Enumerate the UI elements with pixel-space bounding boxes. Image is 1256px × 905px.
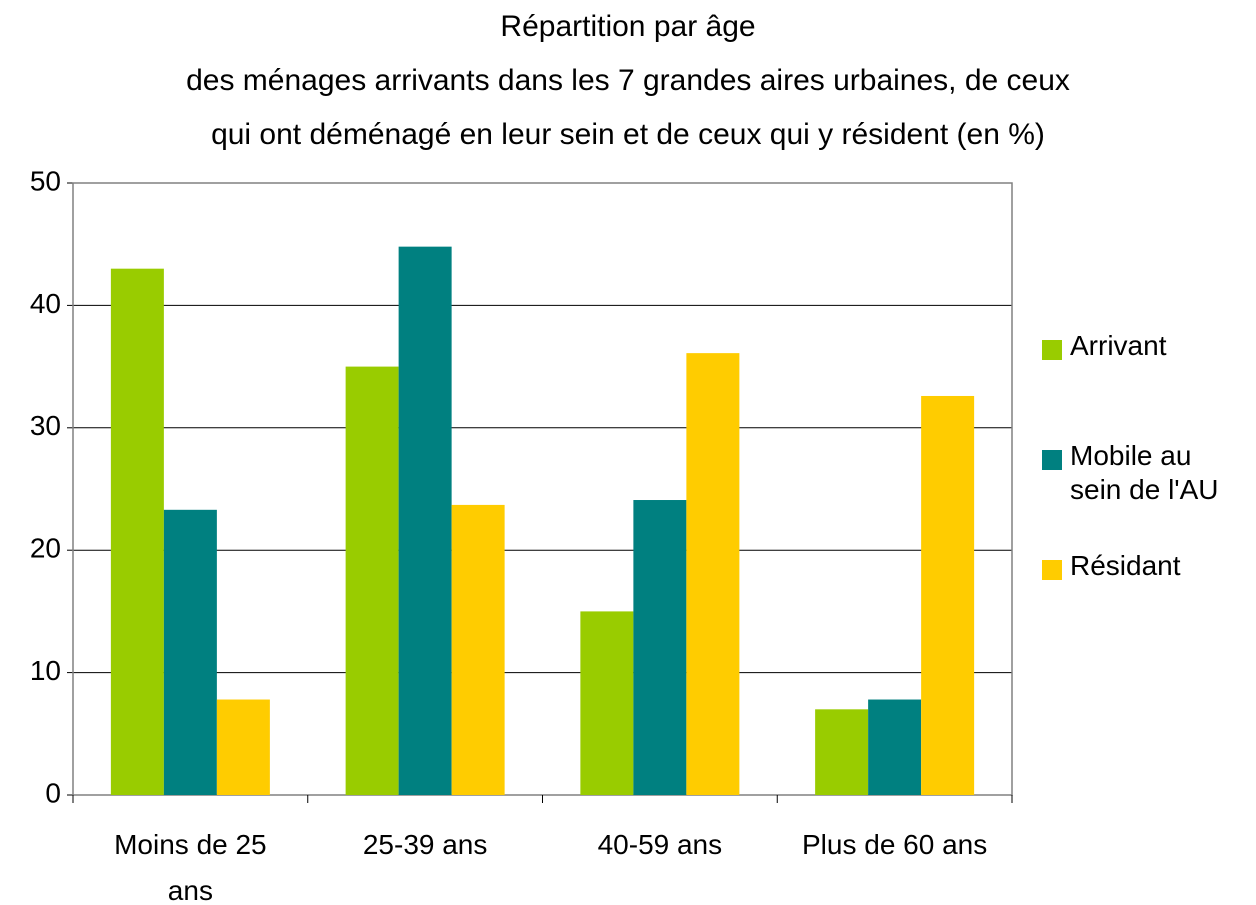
x-tick-label: 40-59 ans xyxy=(598,829,723,860)
x-tick-label: Plus de 60 ans xyxy=(802,829,987,860)
y-tick-label: 30 xyxy=(30,410,61,441)
x-tick-label: Moins de 25 ans xyxy=(114,829,267,905)
bar xyxy=(686,353,740,795)
chart-title: des ménages arrivants dans les 7 grandes… xyxy=(186,64,1070,97)
y-tick-label: 0 xyxy=(45,777,61,808)
legend-label: Résidant xyxy=(1070,550,1181,581)
legend-swatch xyxy=(1042,340,1062,360)
bar xyxy=(580,611,634,795)
bar xyxy=(921,395,975,795)
legend-label: Mobile au sein de l'AU xyxy=(1070,440,1219,505)
y-tick-label: 20 xyxy=(30,533,61,564)
bar xyxy=(398,246,452,795)
bar xyxy=(163,509,217,795)
y-tick-label: 50 xyxy=(30,165,61,196)
bar xyxy=(451,504,505,795)
y-tick-label: 10 xyxy=(30,655,61,686)
chart-title: Répartition par âge xyxy=(500,10,755,43)
bar xyxy=(110,268,164,795)
bar xyxy=(216,699,270,795)
legend-swatch xyxy=(1042,560,1062,580)
x-tick-label: 25-39 ans xyxy=(363,829,488,860)
legend-label: Arrivant xyxy=(1070,330,1167,361)
bar xyxy=(815,709,869,795)
bar xyxy=(868,699,922,795)
bar xyxy=(345,366,399,795)
chart-title: qui ont déménagé en leur sein et de ceux… xyxy=(211,118,1045,151)
y-tick-label: 40 xyxy=(30,288,61,319)
legend-swatch xyxy=(1042,450,1062,470)
bar xyxy=(633,500,687,795)
